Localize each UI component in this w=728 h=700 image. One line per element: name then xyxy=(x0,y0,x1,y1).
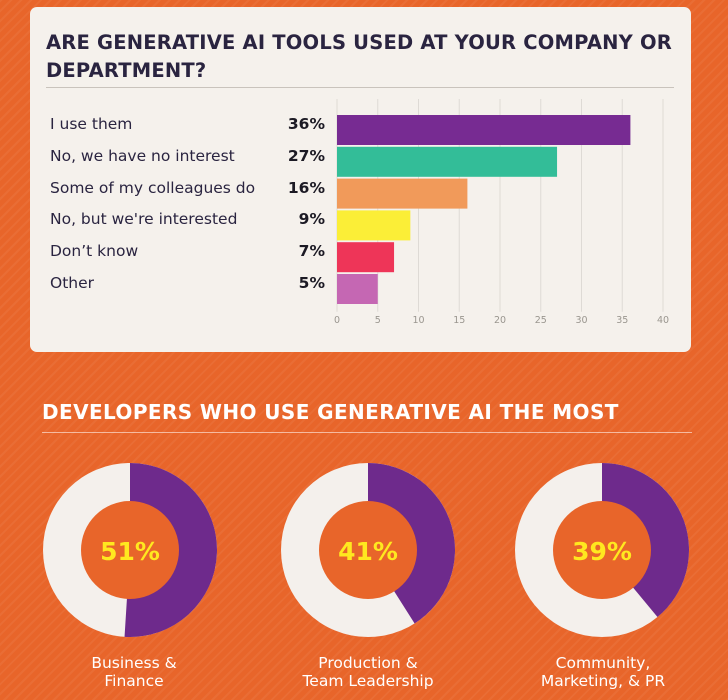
donut-hole xyxy=(81,501,179,599)
bar-percent: 16% xyxy=(287,179,325,197)
donut-chart-production-team-leadership: 41% xyxy=(281,463,455,637)
section-title: DEVELOPERS WHO USE GENERATIVE AI THE MOS… xyxy=(42,400,619,424)
bar-label: Don’t know xyxy=(50,242,139,260)
x-tick-label: 0 xyxy=(334,315,340,326)
donut-caption: Community, Marketing, & PR xyxy=(513,654,693,690)
bar-chart: 0 5 10 15 20 25 30 35 40 xyxy=(334,99,669,326)
x-tick-label: 25 xyxy=(535,315,547,326)
bar-label: No, we have no interest xyxy=(50,147,235,165)
donut-caption-line: Business & xyxy=(91,654,177,672)
donut-chart-business-finance: 51% xyxy=(43,463,217,637)
donut-hole xyxy=(319,501,417,599)
donut-hole xyxy=(553,501,651,599)
title-divider xyxy=(46,87,674,88)
bar-percent: 7% xyxy=(298,242,325,260)
donut-caption: Production & Team Leadership xyxy=(278,654,458,690)
x-tick-label: 15 xyxy=(453,315,465,326)
donut-caption-line: Production & xyxy=(318,654,418,672)
donut-value-label: 51% xyxy=(100,537,160,566)
x-tick-label: 10 xyxy=(412,315,424,326)
bar-percent: 27% xyxy=(287,147,325,165)
bar xyxy=(337,146,558,177)
bar-percent: 9% xyxy=(298,210,325,228)
donut-caption-line: Community, xyxy=(555,654,651,672)
bar-label: Some of my colleagues do xyxy=(50,179,256,197)
donut-caption-line: Finance xyxy=(104,672,164,690)
bar xyxy=(337,274,378,304)
bar-label: Other xyxy=(50,274,95,292)
survey-panel: ARE GENERATIVE AI TOOLS USED AT YOUR COM… xyxy=(30,7,691,352)
donut-caption-line: Team Leadership xyxy=(302,672,434,690)
x-tick-label: 35 xyxy=(616,315,628,326)
bar xyxy=(337,210,411,241)
x-tick-label: 5 xyxy=(375,315,381,326)
section-divider xyxy=(42,432,692,433)
x-tick-label: 30 xyxy=(575,315,587,326)
donut-value-label: 39% xyxy=(572,537,632,566)
x-tick-label: 40 xyxy=(657,315,669,326)
bar-percent: 36% xyxy=(287,115,325,133)
survey-title: ARE GENERATIVE AI TOOLS USED AT YOUR COM… xyxy=(46,31,672,82)
bar xyxy=(337,178,468,209)
x-tick-label: 20 xyxy=(494,315,506,326)
donut-caption: Business & Finance xyxy=(44,654,224,690)
donut-value-label: 41% xyxy=(338,537,398,566)
bar xyxy=(337,115,631,145)
bar xyxy=(337,242,395,273)
bar-label: I use them xyxy=(50,115,133,133)
donut-caption-line: Marketing, & PR xyxy=(540,672,666,690)
donut-chart-community-marketing-pr: 39% xyxy=(515,463,689,637)
bar-label: No, but we're interested xyxy=(50,210,238,228)
bar-percent: 5% xyxy=(298,274,325,292)
